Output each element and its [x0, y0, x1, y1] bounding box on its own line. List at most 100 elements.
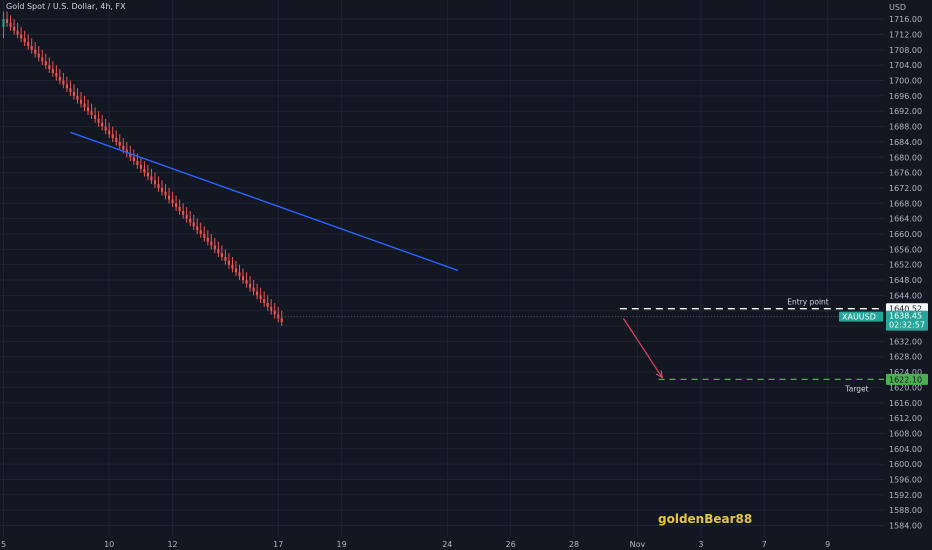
candle-body: [20, 34, 23, 39]
candle: [277, 306, 280, 323]
candle-body: [122, 145, 125, 150]
candle: [97, 111, 100, 127]
candle: [94, 107, 97, 123]
candle-body: [192, 222, 195, 227]
price-tick-label: 1608.00: [889, 429, 922, 438]
candle-body: [76, 95, 79, 100]
candle: [108, 122, 111, 139]
candle-body: [178, 207, 181, 211]
candle: [263, 291, 266, 307]
candle: [86, 99, 90, 116]
candle-body: [30, 46, 33, 50]
candle-body: [213, 245, 216, 250]
price-tick-label: 1712.00: [889, 31, 922, 40]
candle-body: [164, 191, 167, 196]
candle: [139, 157, 142, 173]
price-tick-label: 1656.00: [889, 245, 922, 254]
trendline[interactable]: [70, 131, 459, 272]
down-arrow-shaft: [622, 318, 663, 378]
candle: [23, 30, 26, 47]
candle-body: [245, 280, 248, 284]
candle: [44, 53, 47, 70]
candle: [20, 26, 23, 43]
candle-body: [196, 226, 199, 231]
candle-body: [146, 172, 149, 177]
candle-body: [79, 99, 83, 104]
target-price-tag-box: [886, 373, 928, 385]
candle-body: [139, 164, 142, 169]
price-tick-label: 1648.00: [889, 276, 922, 285]
candle-body: [217, 249, 220, 254]
time-tick-label: 5: [1, 540, 6, 549]
candle-body: [55, 72, 58, 77]
candles: [2, 11, 283, 327]
price-tick-label: 1660.00: [889, 230, 922, 239]
entry-point-label: Entry point: [787, 298, 829, 307]
time-axis[interactable]: 5 10 12 17 19 24 26 28 Nov 3 7 9: [1, 540, 830, 549]
candle-body: [199, 230, 202, 234]
price-tick-label: 1704.00: [889, 61, 922, 70]
price-tick-label: 1592.00: [889, 491, 922, 500]
candle-body: [90, 111, 93, 116]
candle-body: [86, 107, 90, 112]
candle: [9, 15, 12, 31]
candle-body: [224, 256, 227, 261]
candle: [150, 168, 153, 185]
candle: [48, 57, 51, 73]
candle: [185, 207, 188, 223]
candle: [270, 299, 273, 315]
price-tick-label: 1680.00: [889, 153, 922, 162]
symbol-title[interactable]: Gold Spot / U.S. Dollar, 4h, FX: [6, 2, 126, 11]
candle-body: [83, 103, 86, 108]
candle: [210, 233, 213, 250]
price-tick-label: 1644.00: [889, 291, 922, 300]
candle: [27, 34, 30, 50]
current-price-text: 1638.45: [889, 312, 922, 321]
candle-body: [175, 203, 178, 208]
entry-price-tag-text: 1640.52: [889, 305, 922, 314]
price-tick-label: 1676.00: [889, 169, 922, 178]
candle: [178, 199, 181, 215]
candle-body: [44, 61, 47, 66]
candle: [101, 115, 104, 131]
candle: [167, 187, 171, 204]
countdown-text: 02:32:57: [889, 321, 925, 330]
candle-body: [231, 264, 234, 269]
price-tick-label: 1688.00: [889, 123, 922, 132]
candle-body: [97, 118, 100, 123]
candle: [51, 61, 54, 77]
candle-body: [16, 30, 19, 35]
candle-body: [263, 299, 266, 304]
price-tick-label: 1612.00: [889, 414, 922, 423]
candle: [256, 283, 259, 300]
price-tick-label: 1672.00: [889, 184, 922, 193]
candle-body: [9, 23, 12, 27]
candle: [192, 214, 195, 231]
candle-body: [256, 291, 259, 296]
time-tick-label: Nov: [630, 540, 646, 549]
candle-body: [203, 233, 206, 238]
price-tick-label: 1632.00: [889, 337, 922, 346]
down-arrow-head: [655, 370, 663, 379]
candle-body: [48, 65, 51, 70]
candle-body: [115, 138, 118, 142]
candle-body: [220, 253, 223, 257]
candle: [79, 92, 83, 108]
candle-body: [2, 19, 5, 27]
symbol-tag-box: [839, 311, 883, 322]
candle: [125, 141, 128, 158]
symbol-tag-text: XAUUSD: [842, 313, 876, 322]
time-tick-label: 3: [698, 540, 703, 549]
candle: [259, 287, 262, 304]
drawings[interactable]: Entry point Target: [70, 131, 884, 393]
candle: [182, 203, 185, 219]
candle-body: [280, 318, 283, 323]
price-axis[interactable]: 1716.00 1712.00 1708.00 1704.00 1700.00 1696.…: [889, 3, 922, 530]
candle-body: [206, 237, 209, 242]
candle: [196, 218, 199, 234]
candle: [37, 46, 40, 62]
candle: [206, 230, 209, 246]
